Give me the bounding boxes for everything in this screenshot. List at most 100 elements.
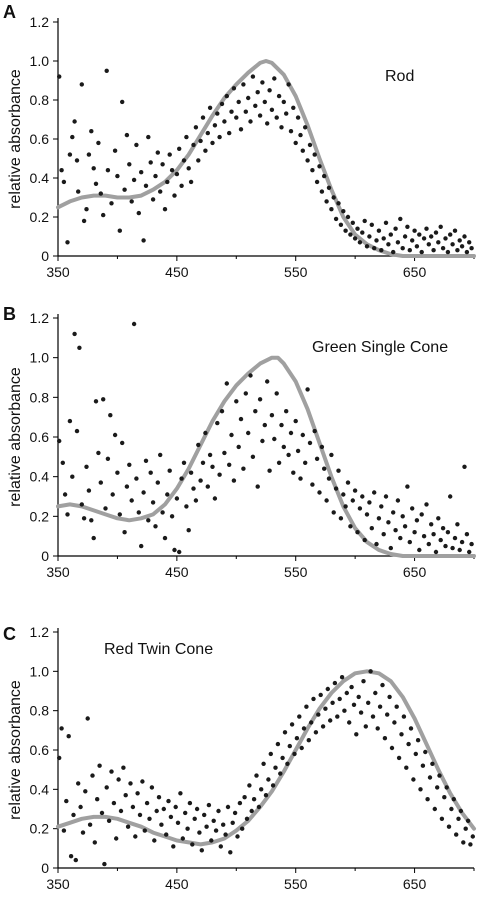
- data-point: [286, 452, 291, 458]
- data-point: [158, 452, 163, 458]
- data-point: [278, 771, 283, 776]
- data-point: [146, 134, 151, 140]
- data-point: [215, 111, 220, 116]
- data-point: [255, 90, 260, 95]
- data-point: [93, 399, 99, 404]
- data-point: [86, 152, 92, 157]
- data-point: [89, 129, 94, 134]
- data-point: [281, 444, 286, 450]
- data-point: [153, 524, 158, 529]
- y-tick-label: 0.8: [30, 389, 50, 405]
- data-point: [150, 500, 156, 505]
- data-point: [143, 458, 149, 463]
- data-point: [402, 524, 408, 529]
- chart-panel-a: 0 0.2 0.4 0.6 0.8 1.0 1.2 350 450 550 650 relative …: [3, 2, 476, 280]
- data-point: [87, 822, 93, 827]
- data-point: [213, 828, 219, 833]
- data-point: [62, 492, 68, 497]
- data-point: [274, 115, 279, 120]
- data-point: [317, 164, 322, 169]
- data-point: [457, 547, 462, 553]
- data-point: [210, 464, 215, 469]
- data-point: [80, 830, 86, 835]
- data-point: [415, 738, 421, 743]
- data-point: [352, 488, 358, 493]
- data-point: [67, 418, 73, 424]
- data-point: [367, 234, 372, 239]
- data-point: [419, 249, 424, 255]
- data-point: [101, 212, 106, 218]
- data-point: [345, 480, 351, 485]
- data-point: [205, 484, 210, 489]
- data-point: [388, 545, 393, 551]
- data-point: [398, 535, 403, 541]
- y-tick-label: 0.4: [30, 781, 50, 797]
- data-point: [328, 718, 333, 723]
- data-point: [165, 492, 170, 497]
- data-point: [263, 793, 269, 798]
- data-point: [120, 99, 125, 105]
- data-point: [128, 781, 133, 786]
- data-point: [84, 207, 89, 212]
- data-point: [420, 763, 426, 768]
- y-axis-label: relative absorbance: [7, 69, 24, 209]
- data-point: [450, 242, 455, 247]
- data-point: [421, 236, 427, 241]
- data-point: [465, 818, 471, 823]
- data-point: [115, 173, 120, 179]
- data-point: [248, 373, 253, 378]
- data-point: [173, 804, 178, 810]
- data-point: [440, 526, 446, 531]
- data-point: [307, 440, 313, 446]
- data-point: [322, 466, 327, 471]
- data-point: [285, 761, 290, 766]
- y-tick-label: 1.2: [30, 310, 50, 326]
- data-point: [350, 220, 355, 225]
- data-point: [459, 539, 465, 545]
- data-point: [398, 216, 403, 222]
- data-point: [261, 761, 266, 766]
- data-point: [216, 808, 221, 814]
- data-point: [388, 232, 393, 237]
- data-point: [234, 115, 239, 120]
- data-point: [114, 836, 119, 841]
- data-point: [338, 222, 344, 227]
- data-point: [228, 850, 233, 855]
- data-point: [269, 107, 275, 113]
- data-point: [445, 530, 451, 535]
- data-point: [109, 769, 114, 774]
- data-point: [432, 806, 437, 812]
- data-point: [276, 460, 282, 465]
- data-point: [91, 535, 96, 541]
- data-point: [392, 720, 397, 725]
- data-point: [407, 539, 412, 545]
- data-point: [336, 201, 341, 206]
- data-point: [337, 696, 342, 702]
- y-axis-label: relative absorbance: [7, 680, 24, 820]
- data-point: [379, 504, 384, 509]
- data-point: [329, 207, 334, 212]
- data-point: [134, 142, 139, 148]
- data-point: [268, 751, 273, 757]
- data-point: [336, 468, 341, 473]
- data-point: [109, 201, 114, 206]
- data-point: [320, 724, 326, 729]
- data-point: [234, 399, 239, 404]
- data-point: [295, 448, 301, 454]
- x-tick-label: 350: [46, 264, 70, 280]
- data-point: [230, 820, 235, 825]
- data-point: [358, 710, 364, 715]
- data-point: [72, 119, 77, 124]
- data-point: [135, 791, 140, 796]
- data-point: [188, 470, 194, 475]
- data-point: [144, 800, 150, 806]
- data-point: [275, 741, 281, 747]
- panel-label: A: [3, 2, 16, 22]
- data-point: [200, 115, 206, 120]
- data-point: [341, 209, 346, 214]
- data-point: [399, 732, 404, 737]
- data-point: [391, 510, 396, 515]
- data-point: [139, 543, 144, 549]
- y-axis-label: relative absorbance: [7, 367, 24, 507]
